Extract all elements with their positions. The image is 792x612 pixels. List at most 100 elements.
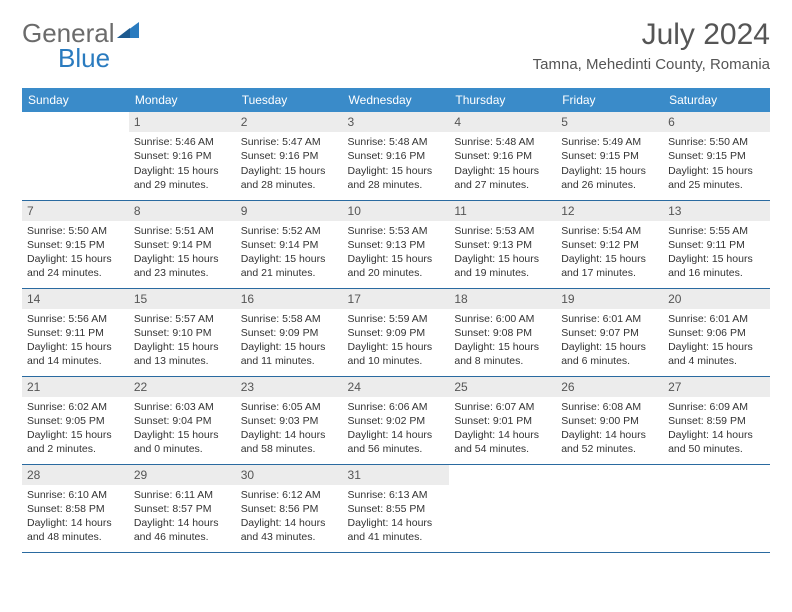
day-number: 12 bbox=[556, 201, 663, 221]
calendar-day-cell: 26Sunrise: 6:08 AMSunset: 9:00 PMDayligh… bbox=[556, 376, 663, 464]
day-number: 8 bbox=[129, 201, 236, 221]
calendar-week-row: 7Sunrise: 5:50 AMSunset: 9:15 PMDaylight… bbox=[22, 200, 770, 288]
calendar-day-cell: 25Sunrise: 6:07 AMSunset: 9:01 PMDayligh… bbox=[449, 376, 556, 464]
day-number: 7 bbox=[22, 201, 129, 221]
day-details: Sunrise: 6:09 AMSunset: 8:59 PMDaylight:… bbox=[663, 397, 770, 462]
calendar-day-cell: 11Sunrise: 5:53 AMSunset: 9:13 PMDayligh… bbox=[449, 200, 556, 288]
calendar-week-row: 21Sunrise: 6:02 AMSunset: 9:05 PMDayligh… bbox=[22, 376, 770, 464]
day-number: 11 bbox=[449, 201, 556, 221]
calendar-day-cell: 14Sunrise: 5:56 AMSunset: 9:11 PMDayligh… bbox=[22, 288, 129, 376]
day-details: Sunrise: 5:50 AMSunset: 9:15 PMDaylight:… bbox=[22, 221, 129, 286]
calendar-table: SundayMondayTuesdayWednesdayThursdayFrid… bbox=[22, 88, 770, 553]
calendar-day-cell: 6Sunrise: 5:50 AMSunset: 9:15 PMDaylight… bbox=[663, 112, 770, 200]
day-number: 10 bbox=[343, 201, 450, 221]
day-details: Sunrise: 5:48 AMSunset: 9:16 PMDaylight:… bbox=[449, 132, 556, 197]
weekday-header: Saturday bbox=[663, 88, 770, 112]
month-title: July 2024 bbox=[533, 18, 770, 52]
day-details: Sunrise: 6:12 AMSunset: 8:56 PMDaylight:… bbox=[236, 485, 343, 550]
calendar-day-cell: 31Sunrise: 6:13 AMSunset: 8:55 PMDayligh… bbox=[343, 464, 450, 552]
day-number: 1 bbox=[129, 112, 236, 132]
calendar-week-row: 28Sunrise: 6:10 AMSunset: 8:58 PMDayligh… bbox=[22, 464, 770, 552]
day-details: Sunrise: 5:47 AMSunset: 9:16 PMDaylight:… bbox=[236, 132, 343, 197]
day-number: 17 bbox=[343, 289, 450, 309]
calendar-day-cell: 7Sunrise: 5:50 AMSunset: 9:15 PMDaylight… bbox=[22, 200, 129, 288]
calendar-day-cell: 27Sunrise: 6:09 AMSunset: 8:59 PMDayligh… bbox=[663, 376, 770, 464]
day-details: Sunrise: 5:58 AMSunset: 9:09 PMDaylight:… bbox=[236, 309, 343, 374]
day-number: 16 bbox=[236, 289, 343, 309]
day-number: 6 bbox=[663, 112, 770, 132]
title-block: July 2024 Tamna, Mehedinti County, Roman… bbox=[533, 18, 770, 73]
day-number: 23 bbox=[236, 377, 343, 397]
calendar-day-cell: . bbox=[663, 464, 770, 552]
day-details: Sunrise: 6:07 AMSunset: 9:01 PMDaylight:… bbox=[449, 397, 556, 462]
day-details: Sunrise: 6:02 AMSunset: 9:05 PMDaylight:… bbox=[22, 397, 129, 462]
calendar-day-cell: 12Sunrise: 5:54 AMSunset: 9:12 PMDayligh… bbox=[556, 200, 663, 288]
calendar-week-row: .1Sunrise: 5:46 AMSunset: 9:16 PMDayligh… bbox=[22, 112, 770, 200]
day-number: 3 bbox=[343, 112, 450, 132]
day-number: 27 bbox=[663, 377, 770, 397]
calendar-day-cell: 15Sunrise: 5:57 AMSunset: 9:10 PMDayligh… bbox=[129, 288, 236, 376]
header: GeneralBlue July 2024 Tamna, Mehedinti C… bbox=[22, 18, 770, 80]
day-details: Sunrise: 5:49 AMSunset: 9:15 PMDaylight:… bbox=[556, 132, 663, 197]
calendar-day-cell: 22Sunrise: 6:03 AMSunset: 9:04 PMDayligh… bbox=[129, 376, 236, 464]
calendar-day-cell: 30Sunrise: 6:12 AMSunset: 8:56 PMDayligh… bbox=[236, 464, 343, 552]
day-details: Sunrise: 6:00 AMSunset: 9:08 PMDaylight:… bbox=[449, 309, 556, 374]
day-details: Sunrise: 6:01 AMSunset: 9:06 PMDaylight:… bbox=[663, 309, 770, 374]
weekday-header-row: SundayMondayTuesdayWednesdayThursdayFrid… bbox=[22, 88, 770, 112]
day-details: Sunrise: 6:06 AMSunset: 9:02 PMDaylight:… bbox=[343, 397, 450, 462]
day-number: 24 bbox=[343, 377, 450, 397]
day-number: 31 bbox=[343, 465, 450, 485]
logo-text-2: Blue bbox=[58, 43, 110, 73]
day-number: 13 bbox=[663, 201, 770, 221]
day-details: Sunrise: 6:01 AMSunset: 9:07 PMDaylight:… bbox=[556, 309, 663, 374]
calendar-day-cell: 23Sunrise: 6:05 AMSunset: 9:03 PMDayligh… bbox=[236, 376, 343, 464]
day-number: 18 bbox=[449, 289, 556, 309]
day-number: 20 bbox=[663, 289, 770, 309]
calendar-day-cell: . bbox=[449, 464, 556, 552]
day-details: Sunrise: 6:13 AMSunset: 8:55 PMDaylight:… bbox=[343, 485, 450, 550]
day-details: Sunrise: 6:11 AMSunset: 8:57 PMDaylight:… bbox=[129, 485, 236, 550]
weekday-header: Friday bbox=[556, 88, 663, 112]
day-details: Sunrise: 5:57 AMSunset: 9:10 PMDaylight:… bbox=[129, 309, 236, 374]
calendar-day-cell: 5Sunrise: 5:49 AMSunset: 9:15 PMDaylight… bbox=[556, 112, 663, 200]
day-details: Sunrise: 5:50 AMSunset: 9:15 PMDaylight:… bbox=[663, 132, 770, 197]
day-details: Sunrise: 6:08 AMSunset: 9:00 PMDaylight:… bbox=[556, 397, 663, 462]
day-number: 25 bbox=[449, 377, 556, 397]
day-number: 2 bbox=[236, 112, 343, 132]
day-number: 26 bbox=[556, 377, 663, 397]
calendar-day-cell: 8Sunrise: 5:51 AMSunset: 9:14 PMDaylight… bbox=[129, 200, 236, 288]
day-details: Sunrise: 5:53 AMSunset: 9:13 PMDaylight:… bbox=[343, 221, 450, 286]
logo-triangle-icon bbox=[117, 14, 139, 45]
day-number: 21 bbox=[22, 377, 129, 397]
calendar-day-cell: 29Sunrise: 6:11 AMSunset: 8:57 PMDayligh… bbox=[129, 464, 236, 552]
day-number: 15 bbox=[129, 289, 236, 309]
calendar-day-cell: 1Sunrise: 5:46 AMSunset: 9:16 PMDaylight… bbox=[129, 112, 236, 200]
weekday-header: Sunday bbox=[22, 88, 129, 112]
day-details: Sunrise: 5:54 AMSunset: 9:12 PMDaylight:… bbox=[556, 221, 663, 286]
day-details: Sunrise: 6:05 AMSunset: 9:03 PMDaylight:… bbox=[236, 397, 343, 462]
day-details: Sunrise: 5:46 AMSunset: 9:16 PMDaylight:… bbox=[129, 132, 236, 197]
logo: GeneralBlue bbox=[22, 18, 139, 80]
day-number: 5 bbox=[556, 112, 663, 132]
weekday-header: Thursday bbox=[449, 88, 556, 112]
day-details: Sunrise: 5:55 AMSunset: 9:11 PMDaylight:… bbox=[663, 221, 770, 286]
calendar-day-cell: 16Sunrise: 5:58 AMSunset: 9:09 PMDayligh… bbox=[236, 288, 343, 376]
day-number: 29 bbox=[129, 465, 236, 485]
day-details: Sunrise: 5:48 AMSunset: 9:16 PMDaylight:… bbox=[343, 132, 450, 197]
day-details: Sunrise: 6:03 AMSunset: 9:04 PMDaylight:… bbox=[129, 397, 236, 462]
calendar-day-cell: 13Sunrise: 5:55 AMSunset: 9:11 PMDayligh… bbox=[663, 200, 770, 288]
weekday-header: Wednesday bbox=[343, 88, 450, 112]
calendar-day-cell: . bbox=[556, 464, 663, 552]
calendar-day-cell: 9Sunrise: 5:52 AMSunset: 9:14 PMDaylight… bbox=[236, 200, 343, 288]
calendar-day-cell: 18Sunrise: 6:00 AMSunset: 9:08 PMDayligh… bbox=[449, 288, 556, 376]
location: Tamna, Mehedinti County, Romania bbox=[533, 56, 770, 73]
day-details: Sunrise: 6:10 AMSunset: 8:58 PMDaylight:… bbox=[22, 485, 129, 550]
calendar-day-cell: 24Sunrise: 6:06 AMSunset: 9:02 PMDayligh… bbox=[343, 376, 450, 464]
calendar-day-cell: 19Sunrise: 6:01 AMSunset: 9:07 PMDayligh… bbox=[556, 288, 663, 376]
weekday-header: Tuesday bbox=[236, 88, 343, 112]
calendar-day-cell: 3Sunrise: 5:48 AMSunset: 9:16 PMDaylight… bbox=[343, 112, 450, 200]
calendar-day-cell: 20Sunrise: 6:01 AMSunset: 9:06 PMDayligh… bbox=[663, 288, 770, 376]
day-number: 28 bbox=[22, 465, 129, 485]
day-details: Sunrise: 5:56 AMSunset: 9:11 PMDaylight:… bbox=[22, 309, 129, 374]
day-details: Sunrise: 5:52 AMSunset: 9:14 PMDaylight:… bbox=[236, 221, 343, 286]
